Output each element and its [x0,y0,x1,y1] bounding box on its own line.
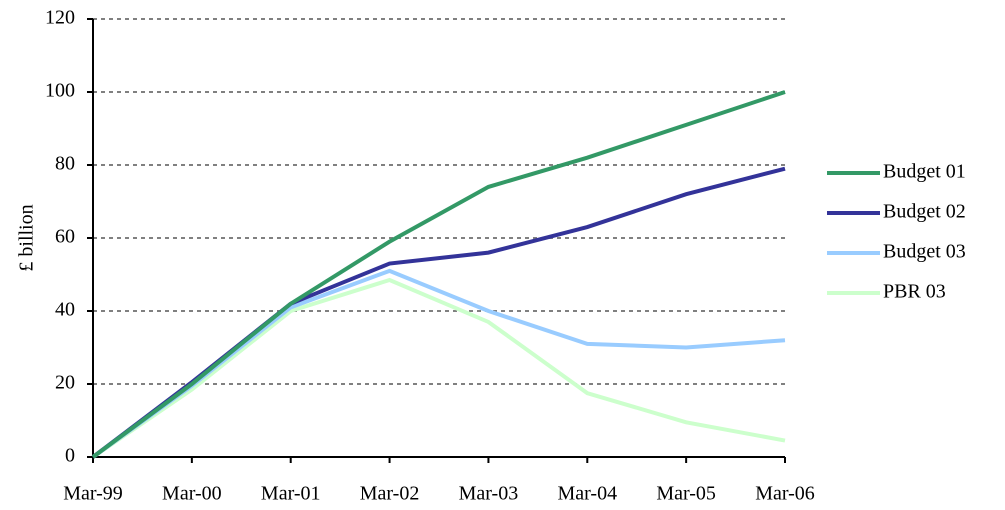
y-tick-label: 20 [55,372,75,394]
x-tick-label: Mar-03 [459,483,519,505]
legend-label: Budget 02 [883,201,966,223]
y-axis-label: £ billion [16,204,38,271]
y-tick-label: 100 [45,80,75,102]
x-tick-label: Mar-01 [261,483,321,505]
x-tick-label: Mar-05 [656,483,716,505]
x-tick-label: Mar-06 [755,483,815,505]
series-line [91,277,786,459]
x-tick-label: Mar-04 [557,483,617,505]
series-line [91,166,786,459]
x-tick-label: Mar-02 [360,483,420,505]
y-tick-label: 40 [55,299,75,321]
x-tick-label: Mar-99 [63,483,123,505]
y-tick-label: 0 [65,445,75,467]
series-line [91,268,786,459]
series-line [91,90,786,459]
x-tick-label: Mar-00 [162,483,222,505]
y-tick-label: 120 [45,7,75,29]
legend-label: Budget 01 [883,161,966,183]
legend-label: Budget 03 [883,241,966,263]
y-tick-label: 80 [55,153,75,175]
legend-label: PBR 03 [883,281,946,303]
y-tick-label: 60 [55,226,75,248]
